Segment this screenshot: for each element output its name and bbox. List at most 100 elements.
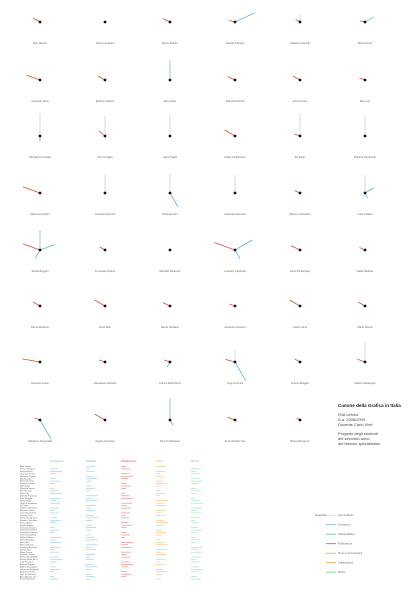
table-row-name: Giancarlo Iliprandi: [20, 516, 37, 519]
glyph-label: Bruno Munari: [162, 41, 178, 45]
glyph-label: Marcello Dudovich: [159, 269, 181, 273]
table-row-name: Leonetto Cappiello: [20, 531, 38, 534]
glyph-label: Pierluigi Cerri: [162, 212, 178, 216]
table-row-name: Mimmo Castellano: [20, 519, 38, 522]
legend-label: Collaborazioni: [338, 562, 354, 565]
table-row-name: Giovanni Pintori: [20, 472, 35, 475]
table-row-name: Luigi Veronesi: [20, 561, 34, 564]
table-row-name: Armando Testa: [20, 480, 35, 483]
table-row-name: Franco Maria Ricci: [20, 558, 38, 561]
table-row-name: Erberto Carboni: [20, 482, 35, 485]
glyph-center: [363, 304, 367, 308]
ray: [22, 243, 41, 251]
glyph-center: [233, 20, 237, 24]
glyph-center: [298, 134, 302, 138]
glyph-label: Pino Tovaglia: [97, 155, 113, 159]
glyph-center: [103, 304, 107, 308]
glyph-center: [38, 304, 42, 308]
glyph-center: [168, 304, 172, 308]
glyph-label: Franco Grignani: [96, 41, 115, 45]
table-row-name: Bob Noorda: [20, 477, 32, 480]
glyph-center: [298, 360, 302, 364]
glyph-label: Antonio Boggeri: [291, 381, 310, 385]
glyph-label: Bob Noorda: [358, 41, 372, 45]
glyph-center: [298, 304, 302, 308]
legend-label: Formazione: [338, 524, 351, 527]
ray: [94, 413, 106, 421]
glyph-center: [38, 360, 42, 364]
glyph-center: [233, 134, 237, 138]
table-row-name: Remo Muratore: [20, 539, 35, 542]
glyph-center: [363, 248, 367, 252]
table-row-name: Alessandro Mendini: [20, 556, 39, 559]
info-line: Docente Carlo Vinti: [338, 422, 373, 427]
glyph-label: Marcello Nizzoli: [226, 99, 245, 103]
ray: [234, 239, 253, 251]
glyph-label: Ettore Sottsass: [161, 325, 179, 329]
glyph-label: Franco Balan: [357, 212, 373, 216]
glyph-label: Ilio Negri: [295, 155, 306, 159]
glyph-label: Remo Muratore: [31, 325, 50, 329]
table-row-name: Ilio Negri: [20, 504, 29, 507]
glyph-label: Giancarlo Iliprandi: [225, 212, 246, 216]
legend-title: Legenda: [315, 513, 326, 517]
table-row-name: Max Huber: [20, 485, 30, 488]
glyph-center: [168, 248, 172, 252]
ray: [26, 74, 41, 81]
glyph-label: Leonetto Cappiello: [224, 269, 246, 273]
glyph-label: Massimo Dolcini: [31, 212, 50, 216]
glyph-label: Franco Maria Ricci: [159, 381, 181, 385]
glyph-center: [103, 134, 107, 138]
glyph-label: Michele Provinciali: [29, 155, 51, 159]
table-row-name: Antonio Boggeri: [20, 563, 35, 566]
glyph-label: Armando Testa: [31, 99, 49, 103]
legend-label: Attività didattica: [338, 533, 355, 536]
glyph-center: [38, 191, 42, 195]
title: Canone della Grafica in Italia: [338, 403, 401, 408]
glyph-center: [168, 191, 172, 195]
ray: [39, 244, 56, 251]
table-row-name: Pino Tovaglia: [20, 498, 33, 500]
table-row-name: Massimo Dolcini: [20, 510, 36, 512]
glyph-center: [38, 248, 42, 252]
glyph-center: [103, 360, 107, 364]
table-row-name: Heinz Waibl: [20, 500, 32, 502]
table-row-name: Giovanni Anceschi: [20, 546, 38, 549]
glyph-center: [38, 134, 42, 138]
info-line: ISIA Urbino: [338, 412, 359, 417]
glyph-center: [363, 78, 367, 82]
glyph-label: Fortunato Depero: [95, 269, 116, 273]
table-row-name: Nino Di Salvatore: [20, 573, 37, 576]
table-row-name: Michele Provinciali: [20, 494, 38, 497]
ray: [224, 129, 236, 137]
glyph-label: Massimo Vignelli: [290, 41, 310, 45]
glyph-center: [103, 191, 107, 195]
glyph-center: [233, 248, 237, 252]
ray: [214, 242, 236, 251]
glyph-center: [298, 191, 302, 195]
table-row-name: Massimo Vignelli: [20, 476, 36, 478]
table-row-name: Bruno Munari: [20, 470, 33, 473]
table-row-name: Franco Balan: [20, 521, 33, 524]
table-row-name: Walter Ballmer: [20, 536, 34, 539]
glyph-label: Giovanni Lussu: [31, 381, 49, 385]
glyph-label: Studio Boggeri: [31, 269, 48, 273]
table-row-name: Studio Boggeri: [20, 524, 34, 527]
glyph-center: [38, 418, 42, 422]
ray: [234, 12, 256, 23]
table-header: Mostre: [191, 459, 199, 463]
glyph-label: AG Fronzoni: [293, 99, 308, 103]
table-header: Formazione: [50, 459, 64, 463]
glyph-label: Nino Di Salvatore: [160, 439, 181, 443]
glyph-center: [363, 360, 367, 364]
legend-label: Mostre: [338, 571, 346, 574]
glyph-center: [38, 20, 42, 24]
table-row-name: Bruno Monguzzi: [20, 578, 36, 581]
legend-label: Anni di attività: [338, 514, 354, 517]
glyph-label: Erberto Carboni: [96, 99, 115, 103]
table-row-name: Enzo Mari: [20, 541, 30, 544]
title-block: Canone della Grafica in Italia ISIA Urbi…: [338, 403, 401, 446]
table-row-name: Leonardo Sonnoli: [20, 512, 37, 515]
